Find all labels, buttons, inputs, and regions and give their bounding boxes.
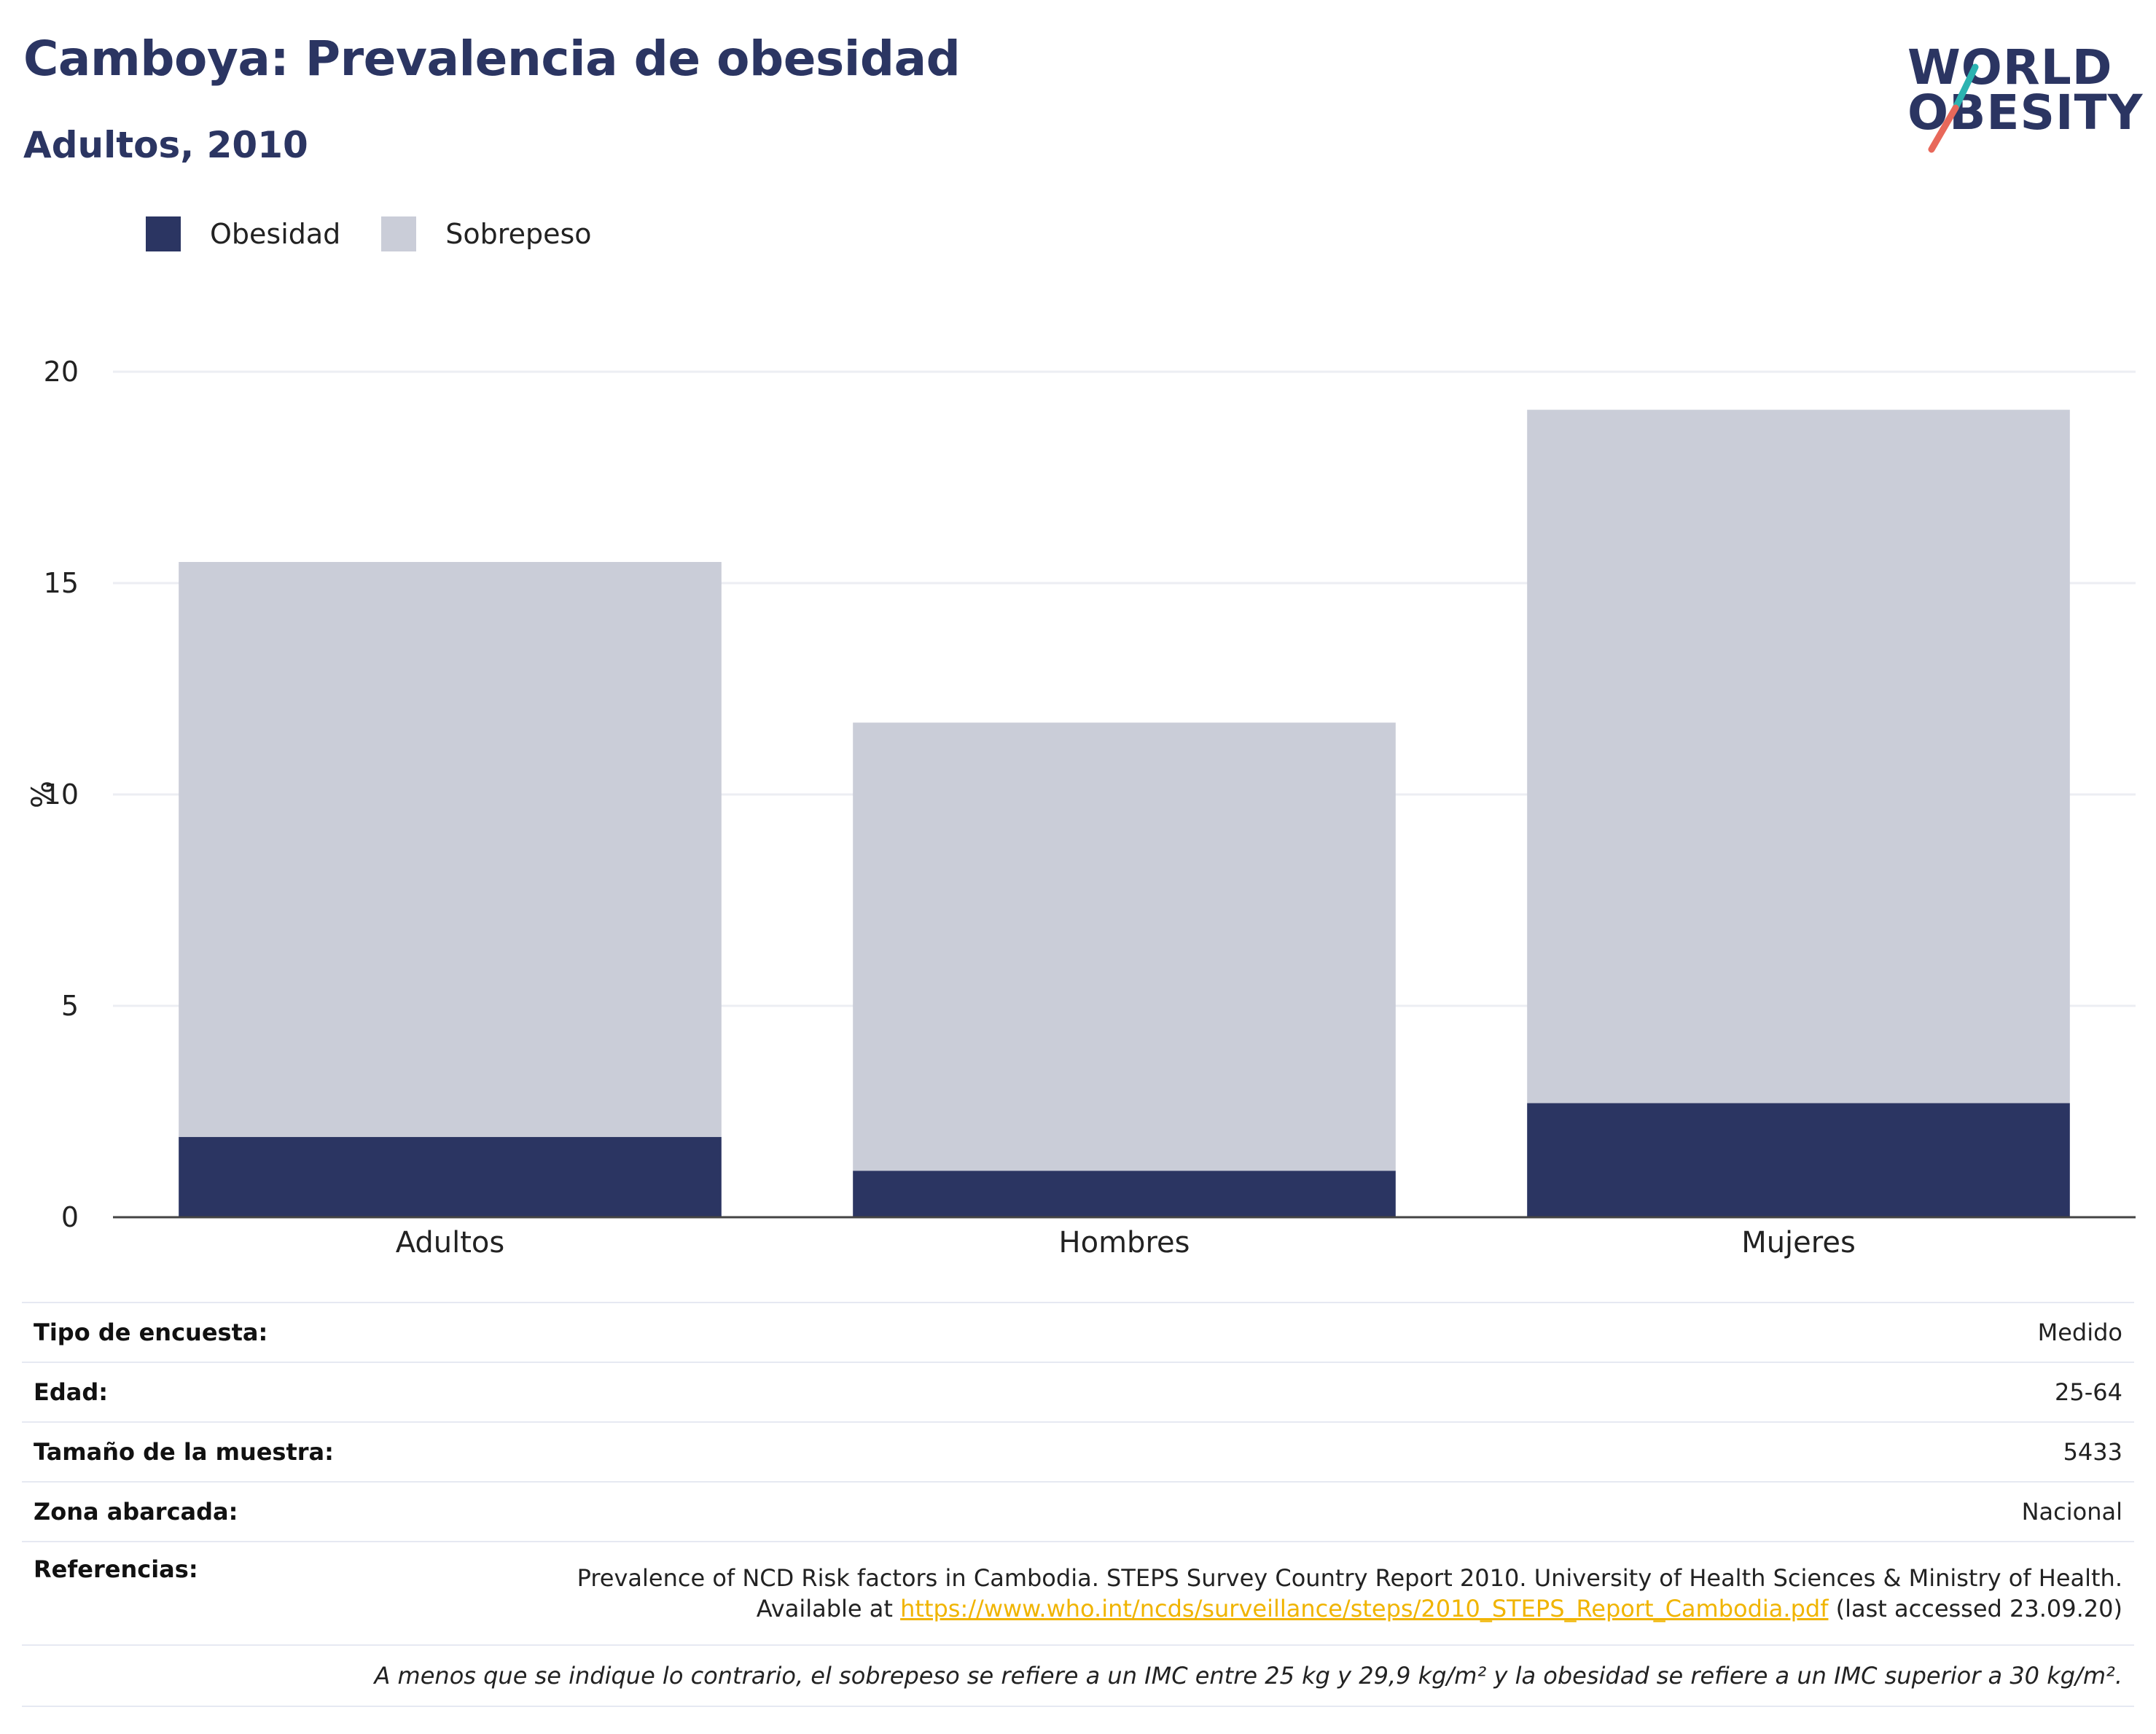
chart-legend: Obesidad Sobrepeso (146, 216, 633, 252)
info-label: Edad: (22, 1362, 383, 1422)
reference-suffix: (last accessed 23.09.20) (1828, 1595, 2122, 1622)
info-row-survey-type: Tipo de encuesta: Medido (22, 1302, 2134, 1362)
info-row-note: A menos que se indique lo contrario, el … (22, 1644, 2134, 1707)
legend-swatch-overweight (381, 216, 417, 251)
x-tick-label: Adultos (396, 1226, 505, 1260)
logo-slash-icon (1928, 63, 1979, 153)
bar-obesity-mujeres (1527, 1103, 2070, 1217)
definition-note: A menos que se indique lo contrario, el … (22, 1644, 2134, 1707)
legend-item-obesity[interactable]: Obesidad (146, 216, 340, 251)
y-axis-label: % (26, 781, 60, 808)
info-label: Tipo de encuesta: (22, 1302, 383, 1362)
y-tick-label: 10 (44, 778, 79, 811)
x-tick-label: Mujeres (1741, 1226, 1856, 1260)
legend-label-obesity: Obesidad (210, 218, 341, 250)
page-title: Camboya: Prevalencia de obesidad (23, 31, 961, 87)
bar-obesity-adultos (179, 1136, 722, 1217)
reference-prefix: Available at (756, 1595, 901, 1622)
info-label: Referencias: (22, 1541, 383, 1645)
stacked-bar-chart: 0 5 10 15 20% Adultos Hombres Mujeres (26, 356, 2136, 1260)
info-value: 5433 (383, 1421, 2134, 1482)
legend-label-overweight: Sobrepeso (445, 218, 592, 250)
reference-citation: Prevalence of NCD Risk factors in Cambod… (577, 1564, 2122, 1592)
y-tick-label: 5 (61, 990, 79, 1022)
bar-overweight-hombres (853, 722, 1396, 1171)
reference-link[interactable]: https://www.who.int/ncds/surveillance/st… (900, 1595, 1829, 1622)
info-row-references: Referencias: Prevalence of NCD Risk fact… (22, 1541, 2134, 1645)
y-tick-label: 15 (44, 567, 79, 599)
x-tick-label: Hombres (1059, 1226, 1190, 1260)
info-value: 25-64 (383, 1362, 2134, 1422)
info-label: Zona abarcada: (22, 1481, 383, 1542)
world-obesity-logo: WORLD OBESITY (1899, 22, 2142, 153)
info-row-coverage: Zona abarcada: Nacional (22, 1481, 2134, 1542)
info-value: Medido (383, 1302, 2134, 1362)
bar-overweight-mujeres (1527, 410, 2070, 1104)
legend-item-overweight[interactable]: Sobrepeso (381, 216, 592, 251)
survey-info-table: Tipo de encuesta: Medido Edad: 25-64 Tam… (22, 1302, 2134, 1707)
bar-obesity-hombres (853, 1171, 1396, 1217)
references-value: Prevalence of NCD Risk factors in Cambod… (383, 1541, 2134, 1645)
logo-line-world: WORLD (1907, 39, 2113, 95)
legend-swatch-obesity (146, 216, 181, 251)
info-value: Nacional (383, 1481, 2134, 1542)
bar-overweight-adultos (179, 562, 722, 1137)
info-row-sample-size: Tamaño de la muestra: 5433 (22, 1421, 2134, 1482)
y-tick-label: 20 (44, 356, 79, 388)
info-label: Tamaño de la muestra: (22, 1421, 383, 1482)
y-tick-label: 0 (61, 1201, 79, 1233)
page-subtitle: Adultos, 2010 (23, 124, 308, 166)
info-row-age: Edad: 25-64 (22, 1362, 2134, 1422)
